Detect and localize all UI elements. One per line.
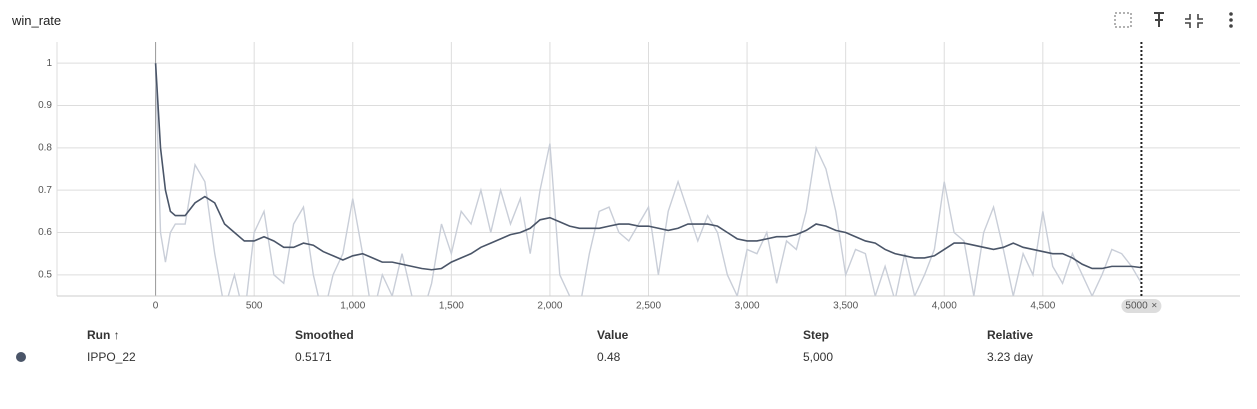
column-header[interactable]: Smoothed: [295, 328, 354, 342]
cursor-chip: [1121, 299, 1162, 313]
table-cell: 0.48: [597, 350, 621, 364]
series-line: [154, 63, 1142, 271]
y-tick-label: 0.8: [38, 142, 52, 153]
y-tick-label: 0.5: [38, 269, 52, 280]
table-cell: 3.23 day: [987, 350, 1034, 364]
card-title: win_rate: [12, 13, 62, 28]
x-tick-label: 1,500: [439, 301, 464, 312]
table-cell: 5,000: [803, 350, 834, 364]
x-tick-label: 4,000: [932, 301, 957, 312]
collapse-icon[interactable]: [1185, 14, 1203, 28]
x-tick-label: 3,000: [735, 301, 760, 312]
chart: 0.5 0.6 0.7 0.8 0.9 1 0 500 1,000 1,500 2,000 2,500…: [38, 42, 1240, 313]
cursor-label: 5000: [1125, 301, 1148, 312]
x-tick-label: 0: [153, 301, 159, 312]
pin-icon[interactable]: [1154, 12, 1164, 27]
plot: [154, 63, 1143, 296]
x-tick-label: 2,500: [636, 301, 661, 312]
y-tick-label: 0.7: [38, 185, 52, 196]
x-tick-label: 2,000: [537, 301, 562, 312]
y-tick-label: 1: [46, 58, 52, 69]
toolbar: [1114, 12, 1233, 28]
y-tick-label: 0.6: [38, 227, 52, 238]
cursor-close: ×: [1151, 301, 1157, 312]
column-header[interactable]: Relative: [987, 328, 1034, 342]
x-tick-label: 1,000: [340, 301, 365, 312]
column-header[interactable]: Value: [597, 328, 629, 342]
series-line: [154, 63, 1143, 296]
column-header[interactable]: Step: [803, 328, 830, 342]
table-cell: 0.5171: [295, 350, 332, 364]
y-tick-label: 0.9: [38, 100, 52, 111]
menu-icon[interactable]: [1229, 12, 1233, 28]
x-tick-label: 500: [246, 301, 263, 312]
run-dot: [16, 352, 26, 362]
fit-icon[interactable]: [1114, 12, 1132, 28]
x-tick-label: 3,500: [833, 301, 858, 312]
column-header[interactable]: Run ↑: [87, 328, 120, 342]
x-tick-label: 4,500: [1030, 301, 1055, 312]
table-cell: IPPO_22: [87, 350, 136, 364]
